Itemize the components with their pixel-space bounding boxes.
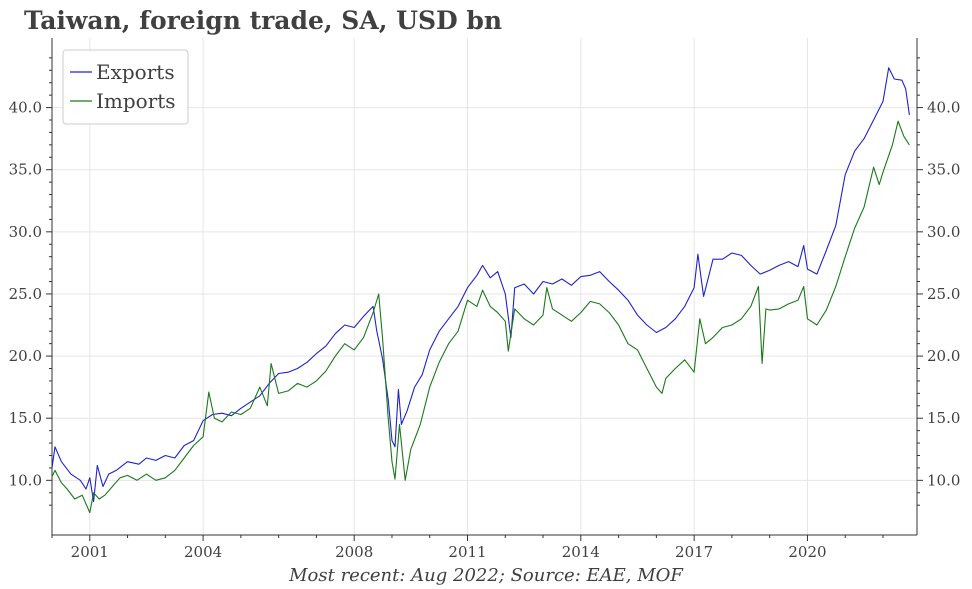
y-tick-label-right: 15.0 (927, 409, 960, 427)
series-lines (51, 67, 910, 514)
y-tick-label-left: 30.0 (9, 223, 42, 241)
y-tick-label-right: 35.0 (927, 161, 960, 179)
y-tick-label-right: 30.0 (927, 223, 960, 241)
series-line-exports (51, 67, 910, 503)
legend: Exports Imports (62, 49, 189, 125)
y-tick-label-left: 10.0 (9, 471, 42, 489)
y-tick-label-right: 40.0 (927, 99, 960, 117)
y-tick-label-left: 15.0 (9, 409, 42, 427)
source-note: Most recent: Aug 2022; Source: EAE, MOF (289, 565, 683, 586)
x-tick-label: 2020 (788, 543, 826, 561)
y-tick-label-right: 10.0 (927, 471, 960, 489)
legend-box (62, 49, 189, 125)
y-tick-label-right: 25.0 (927, 285, 960, 303)
y-tick-label-left: 25.0 (9, 285, 42, 303)
x-tick-label: 2004 (184, 543, 222, 561)
x-tick-label: 2017 (675, 543, 713, 561)
x-tick-label: 2001 (71, 543, 109, 561)
y-tick-label-right: 20.0 (927, 347, 960, 365)
y-tick-label-left: 20.0 (9, 347, 42, 365)
y-tick-label-left: 35.0 (9, 161, 42, 179)
legend-label-imports: Imports (96, 89, 176, 113)
x-tick-label: 2008 (335, 543, 373, 561)
legend-label-exports: Exports (96, 60, 175, 84)
x-tick-label: 2011 (448, 543, 486, 561)
series-line-imports (51, 120, 910, 514)
chart-title: Taiwan, foreign trade, SA, USD bn (24, 6, 503, 35)
axes: 10.0 10.0 15.0 15.0 20.0 20.0 25.0 25.0 30.0 30.0… (9, 38, 960, 561)
y-tick-label-left: 40.0 (9, 99, 42, 117)
x-tick-label: 2014 (562, 543, 600, 561)
